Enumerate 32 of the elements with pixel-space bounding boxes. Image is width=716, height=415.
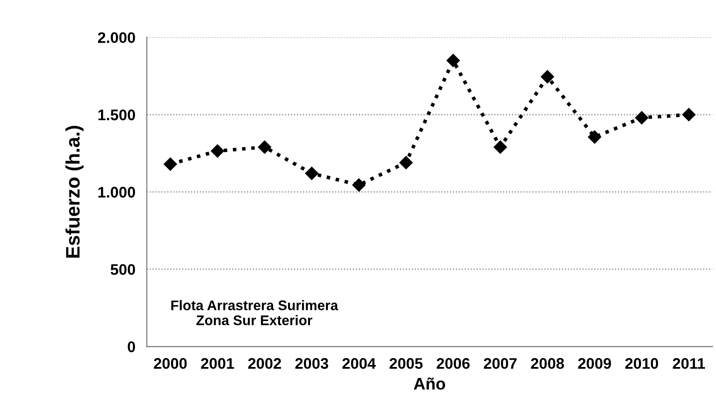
point: [258, 140, 272, 154]
point: [494, 140, 507, 154]
x-tick-label: 2001: [201, 358, 234, 369]
y-axis-title: Esfuerzo (h.a.): [65, 126, 84, 258]
y-tick-label: 2.000: [98, 32, 136, 44]
y-tick-label: 500: [110, 264, 136, 275]
x-tick-label: 2002: [248, 358, 282, 369]
x-tick-label: 2006: [436, 358, 470, 369]
y-tick-label: 1.000: [98, 186, 136, 198]
point: [540, 70, 554, 84]
point: [682, 108, 696, 122]
point: [164, 158, 177, 171]
point: [635, 111, 648, 124]
x-tick-label: 2003: [295, 358, 328, 369]
y-tick-label: 1.500: [98, 110, 136, 120]
point: [210, 144, 224, 158]
x-tick-label: 2005: [390, 358, 423, 369]
y-tick-label: 0: [128, 341, 136, 352]
x-tick-label: 2004: [342, 358, 376, 369]
x-axis-title: Año: [414, 378, 446, 390]
point: [305, 166, 318, 180]
point: [352, 178, 366, 192]
x-tick-label: 2007: [484, 358, 517, 369]
point: [588, 130, 602, 144]
point: [446, 54, 460, 68]
point: [399, 156, 413, 170]
annotation: Flota Arrastrera Surimera Zona Sur Exterior: [171, 300, 338, 326]
x-tick-label: 2009: [578, 358, 612, 369]
x-tick-label: 2000: [154, 358, 187, 369]
x-tick-label: 2011: [672, 358, 705, 369]
x-tick-label: 2010: [625, 358, 658, 369]
x-tick-label: 2008: [530, 358, 564, 369]
